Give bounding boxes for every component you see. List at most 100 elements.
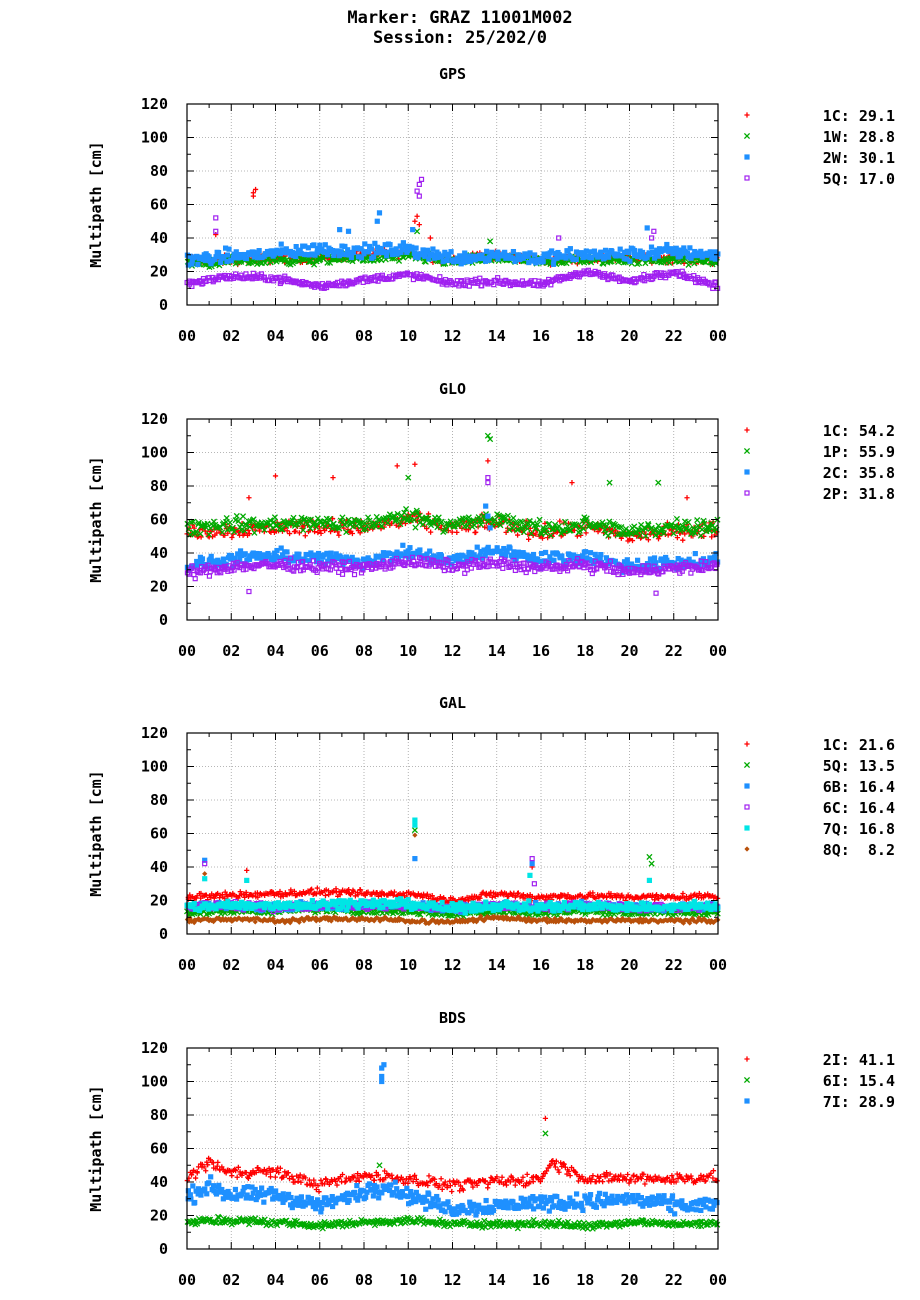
data-point xyxy=(239,513,247,520)
data-point xyxy=(427,235,433,241)
data-point xyxy=(414,213,420,219)
data-point xyxy=(617,246,623,252)
data-point xyxy=(430,246,436,252)
data-point xyxy=(464,567,470,573)
data-point xyxy=(220,556,227,562)
data-point xyxy=(550,261,557,267)
x-tick-label: 00 xyxy=(178,642,196,660)
data-point xyxy=(598,249,604,255)
data-point xyxy=(744,490,750,496)
data-point xyxy=(358,255,365,261)
data-point xyxy=(409,246,415,252)
data-point xyxy=(517,256,523,263)
data-point xyxy=(284,549,290,555)
x-tick-label: 02 xyxy=(222,327,240,345)
data-point xyxy=(316,248,322,254)
data-point xyxy=(475,255,482,262)
data-point xyxy=(343,283,349,289)
data-point xyxy=(589,255,595,261)
data-point xyxy=(348,254,355,261)
data-point xyxy=(520,255,526,261)
data-point xyxy=(242,551,248,557)
data-point xyxy=(298,250,304,257)
x-tick-label: 14 xyxy=(488,642,506,660)
data-point xyxy=(549,248,555,254)
data-point xyxy=(619,253,625,259)
data-point xyxy=(485,480,491,486)
data-point xyxy=(382,242,388,248)
data-point xyxy=(631,247,638,254)
x-tick-label: 06 xyxy=(311,327,329,345)
data-point xyxy=(362,241,368,247)
data-point xyxy=(206,254,212,260)
y-tick-label: 120 xyxy=(141,95,168,113)
x-tick-label: 02 xyxy=(222,642,240,660)
y-tick-label: 20 xyxy=(150,263,168,281)
data-point xyxy=(294,250,300,256)
data-point xyxy=(473,529,479,535)
data-point xyxy=(350,249,357,256)
data-point xyxy=(399,247,405,253)
data-point xyxy=(394,463,400,469)
y-tick-label: 0 xyxy=(159,611,168,629)
data-point xyxy=(515,532,521,538)
data-point xyxy=(347,249,354,256)
data-point xyxy=(448,249,454,255)
page-title: Marker: GRAZ 11001M002 Session: 25/202/0 xyxy=(0,8,920,48)
data-point xyxy=(256,248,262,254)
data-point xyxy=(345,247,351,253)
data-point xyxy=(649,235,655,241)
data-point xyxy=(224,258,230,265)
session-title: Session: 25/202/0 xyxy=(373,28,547,48)
x-tick-label: 22 xyxy=(665,327,683,345)
data-point xyxy=(558,259,565,266)
data-point xyxy=(457,253,463,259)
data-point xyxy=(195,261,201,268)
x-tick-label: 06 xyxy=(311,642,329,660)
data-point xyxy=(526,259,532,266)
data-point xyxy=(588,249,594,255)
data-point xyxy=(684,495,690,501)
x-tick-label: 20 xyxy=(620,642,638,660)
data-point xyxy=(647,251,653,257)
y-tick-label: 40 xyxy=(150,544,168,562)
x-tick-label: 12 xyxy=(443,327,461,345)
x-tick-label: 16 xyxy=(532,642,550,660)
data-point xyxy=(376,249,382,255)
data-point xyxy=(345,228,352,234)
data-point xyxy=(417,547,423,553)
data-point xyxy=(690,252,696,258)
data-point xyxy=(666,259,673,266)
data-point xyxy=(336,253,342,259)
data-point xyxy=(199,556,206,562)
data-point xyxy=(530,258,536,264)
data-point xyxy=(283,246,289,252)
data-point xyxy=(325,252,331,258)
x-tick-label: 16 xyxy=(532,327,550,345)
data-point xyxy=(427,548,433,554)
data-point xyxy=(644,225,650,231)
data-point xyxy=(322,242,328,248)
y-tick-label: 80 xyxy=(150,162,168,180)
marker-title: Marker: GRAZ 11001M002 xyxy=(347,8,573,28)
data-point xyxy=(432,255,438,261)
x-tick-label: 04 xyxy=(266,327,284,345)
data-point xyxy=(192,576,198,582)
data-point xyxy=(664,241,670,248)
data-point xyxy=(606,479,613,486)
data-point xyxy=(309,251,315,257)
data-point xyxy=(598,552,604,558)
data-point xyxy=(337,227,343,233)
data-point xyxy=(326,259,334,266)
data-point xyxy=(387,551,393,557)
data-point xyxy=(662,246,668,252)
data-point xyxy=(230,255,236,261)
data-point xyxy=(413,245,419,251)
data-point xyxy=(404,247,411,254)
data-point xyxy=(509,255,516,261)
chart-title: GLO xyxy=(439,380,466,398)
data-point xyxy=(582,549,589,555)
data-point xyxy=(485,513,491,519)
data-point xyxy=(390,251,396,258)
